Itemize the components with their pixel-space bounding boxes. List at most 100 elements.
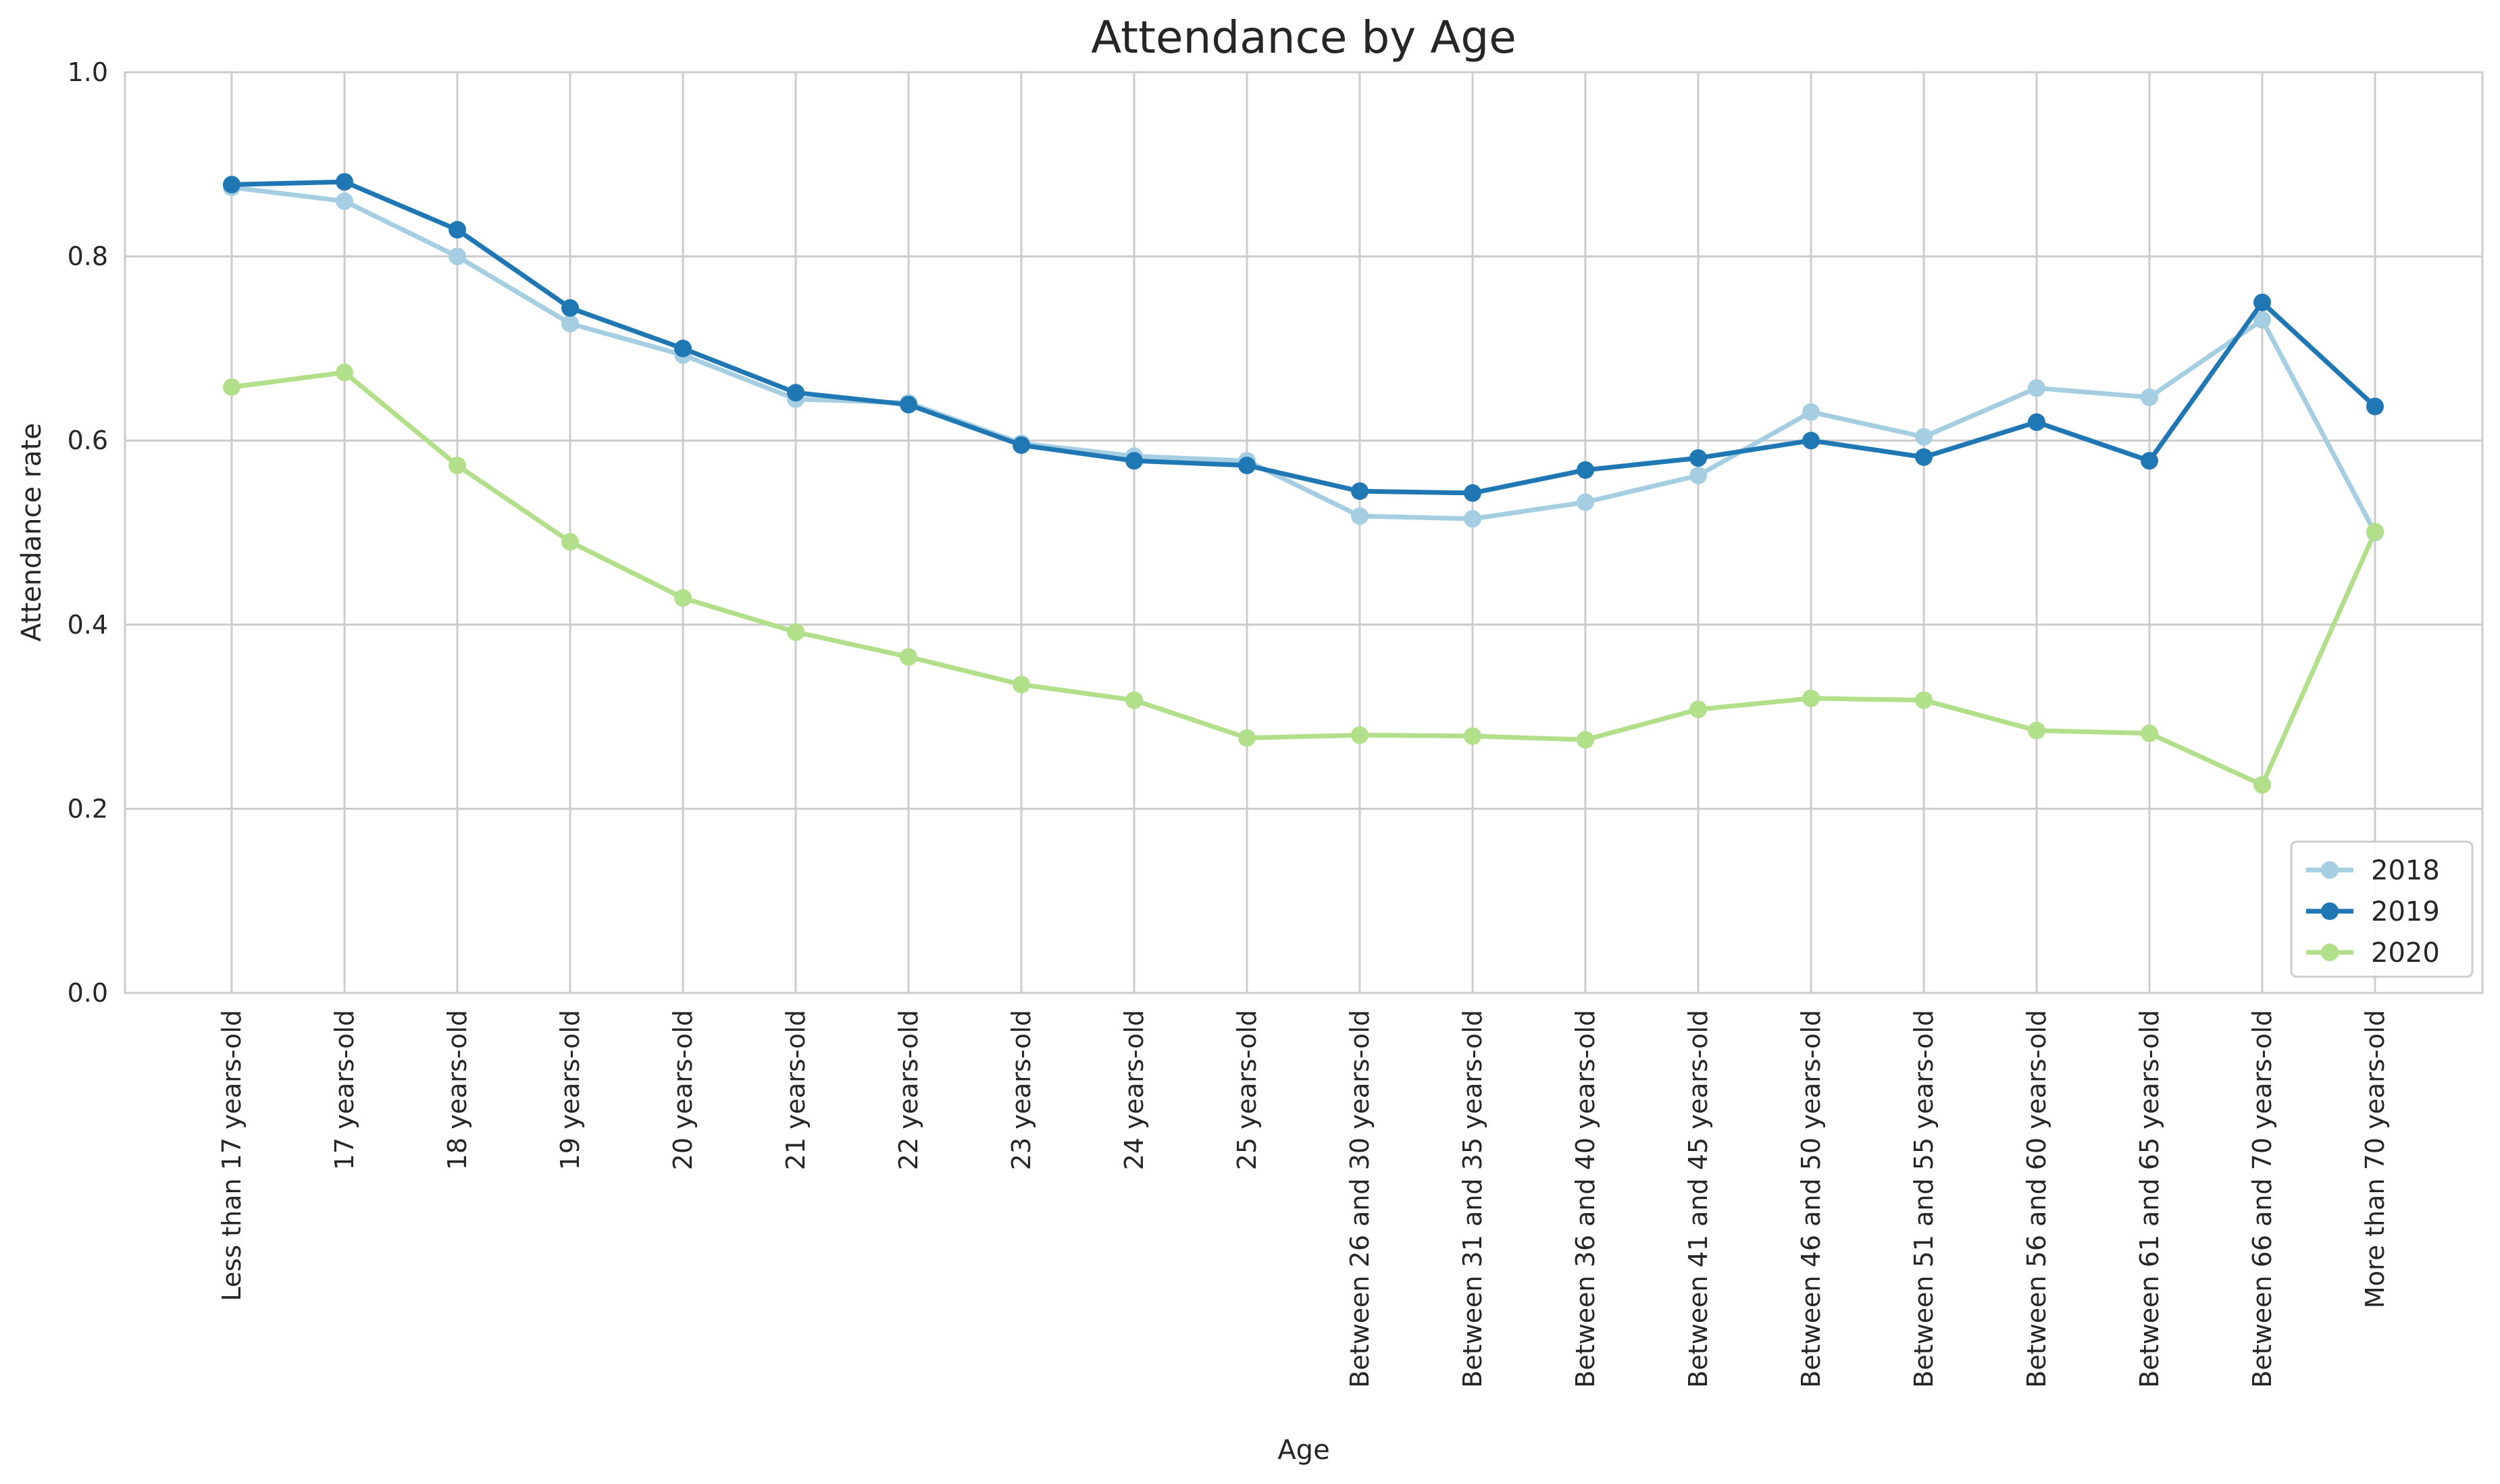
- x-tick-label: 20 years-old: [668, 1010, 698, 1170]
- data-point: [674, 589, 692, 607]
- x-tick-label: Between 66 and 70 years-old: [2247, 1010, 2277, 1388]
- legend-label: 2020: [2371, 938, 2440, 969]
- data-point: [2028, 721, 2045, 740]
- x-tick-label: 24 years-old: [1119, 1010, 1149, 1170]
- legend-label: 2018: [2371, 855, 2440, 886]
- series-line: [229, 184, 2378, 535]
- y-axis-label: Attendance rate: [16, 423, 47, 642]
- legend-marker: [2321, 944, 2339, 961]
- data-point: [787, 623, 805, 641]
- plot-frame: [124, 71, 2484, 994]
- series-lines: [223, 173, 2384, 794]
- x-axis-label: Age: [1277, 1435, 1329, 1466]
- y-tick-label: 1.0: [68, 57, 108, 87]
- data-point: [674, 339, 692, 357]
- data-point: [561, 315, 579, 333]
- x-tick-label: More than 70 years-old: [2360, 1010, 2390, 1308]
- x-axis-ticks: Less than 17 years-old 17 years-old 18 yea…: [217, 1010, 2390, 1388]
- data-point: [2253, 311, 2271, 329]
- x-tick-label: Between 51 and 55 years-old: [1909, 1010, 1939, 1388]
- data-point: [1238, 729, 1256, 747]
- x-tick-label: Between 56 and 60 years-old: [2022, 1010, 2051, 1388]
- data-point: [1577, 731, 1594, 749]
- series-line: [229, 369, 2378, 788]
- x-tick-label: Between 26 and 30 years-old: [1345, 1010, 1375, 1388]
- legend-marker: [2321, 902, 2339, 920]
- x-tick-label: Between 46 and 50 years-old: [1796, 1010, 1826, 1388]
- data-point: [1577, 461, 1594, 479]
- data-point: [2253, 775, 2271, 794]
- data-point: [561, 299, 579, 317]
- data-point: [2366, 397, 2384, 415]
- y-tick-label: 0.6: [68, 426, 108, 455]
- data-point: [336, 363, 353, 382]
- data-point: [900, 396, 917, 414]
- legend-item: 2019: [2306, 896, 2440, 927]
- x-tick-label: 18 years-old: [442, 1010, 472, 1170]
- data-point: [2366, 523, 2384, 541]
- data-point: [1013, 436, 1030, 455]
- data-point: [561, 533, 579, 551]
- data-point: [1238, 457, 1256, 475]
- x-tick-label: Between 61 and 65 years-old: [2135, 1010, 2164, 1388]
- data-point: [2141, 724, 2158, 742]
- data-point: [1802, 403, 1820, 421]
- x-tick-label: 21 years-old: [781, 1010, 811, 1170]
- x-tick-label: Less than 17 years-old: [217, 1010, 247, 1301]
- x-tick-label: 23 years-old: [1006, 1010, 1036, 1170]
- series-line: [229, 179, 2378, 496]
- y-tick-label: 0.2: [68, 794, 108, 823]
- y-tick-label: 0.4: [68, 610, 108, 640]
- data-point: [1125, 691, 1143, 709]
- x-tick-label: Between 36 and 40 years-old: [1571, 1010, 1600, 1388]
- legend-label: 2019: [2371, 896, 2440, 927]
- data-point: [1464, 484, 1481, 502]
- data-point: [336, 192, 353, 210]
- series-2019: [223, 173, 2384, 502]
- x-tick-label: 22 years-old: [894, 1010, 923, 1170]
- data-point: [1577, 493, 1594, 511]
- data-point: [223, 378, 240, 396]
- data-point: [2253, 293, 2271, 311]
- data-point: [900, 648, 917, 666]
- data-point: [787, 384, 805, 402]
- data-point: [2141, 388, 2158, 407]
- data-point: [1351, 507, 1369, 525]
- x-tick-label: 17 years-old: [330, 1010, 359, 1170]
- chart-title: Attendance by Age: [1091, 11, 1516, 63]
- x-tick-label: 25 years-old: [1232, 1010, 1262, 1170]
- series-2020: [223, 363, 2384, 794]
- data-point: [1125, 452, 1143, 470]
- legend-item: 2020: [2306, 938, 2440, 969]
- data-point: [1802, 432, 1820, 450]
- x-tick-label: Between 41 and 45 years-old: [1683, 1010, 1713, 1388]
- series-2018: [223, 178, 2384, 542]
- data-point: [1689, 449, 1707, 467]
- data-point: [1689, 700, 1707, 719]
- legend-marker: [2321, 861, 2339, 879]
- grid: [125, 71, 2482, 994]
- data-point: [1915, 428, 1933, 446]
- data-point: [1351, 726, 1369, 744]
- data-point: [1464, 510, 1481, 528]
- data-point: [1915, 448, 1933, 466]
- y-tick-label: 0.0: [68, 978, 108, 1008]
- data-point: [449, 457, 466, 475]
- y-axis-ticks: 0.0 0.2 0.4 0.6 0.8 1.0: [68, 57, 108, 1008]
- data-point: [449, 247, 466, 265]
- data-point: [336, 173, 353, 191]
- data-point: [449, 221, 466, 239]
- data-point: [2141, 452, 2158, 470]
- data-point: [1915, 691, 1933, 709]
- data-point: [1464, 727, 1481, 745]
- data-point: [223, 176, 240, 194]
- x-tick-label: Between 31 and 35 years-old: [1458, 1010, 1487, 1388]
- data-point: [2028, 379, 2045, 397]
- y-tick-label: 0.8: [68, 242, 108, 272]
- data-point: [1802, 689, 1820, 707]
- legend-item: 2018: [2306, 855, 2440, 886]
- data-point: [2028, 413, 2045, 431]
- data-point: [1351, 482, 1369, 501]
- data-point: [1689, 466, 1707, 484]
